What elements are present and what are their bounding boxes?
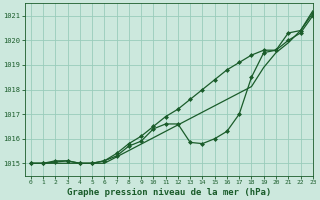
X-axis label: Graphe pression niveau de la mer (hPa): Graphe pression niveau de la mer (hPa) (67, 188, 271, 197)
